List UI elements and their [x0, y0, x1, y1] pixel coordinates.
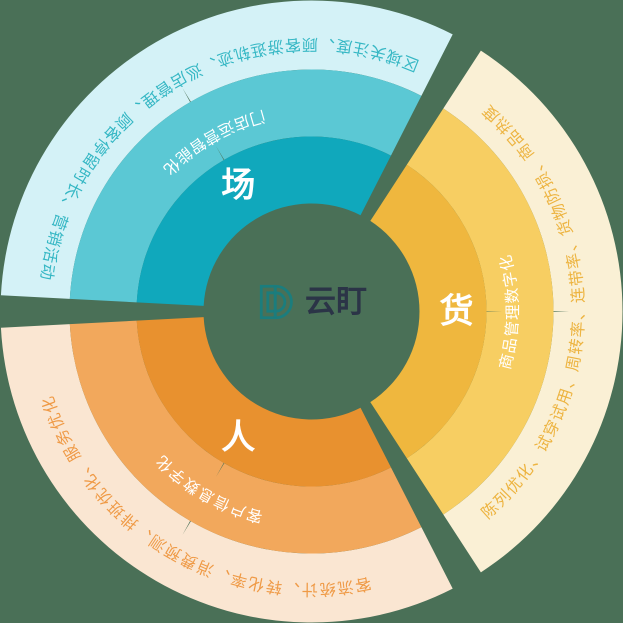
ring-band-ren-inner[interactable]	[136, 317, 391, 487]
ring-band-ren-outer[interactable]	[0, 324, 453, 623]
sector-label-ren: 人	[221, 419, 256, 457]
ring-band-ren-mid[interactable]	[69, 320, 422, 554]
ring-band-chang-outer[interactable]	[0, 0, 453, 299]
ring-band-huo-inner[interactable]	[370, 164, 487, 459]
ring-band-huo-outer[interactable]	[443, 50, 623, 573]
ring-band-chang-mid[interactable]	[69, 69, 422, 303]
sector-label-huo: 货	[440, 293, 475, 331]
ring-band-huo-mid[interactable]	[406, 108, 554, 515]
ring-band-chang-inner[interactable]	[136, 136, 391, 306]
sector-label-chang: 场	[221, 166, 256, 204]
